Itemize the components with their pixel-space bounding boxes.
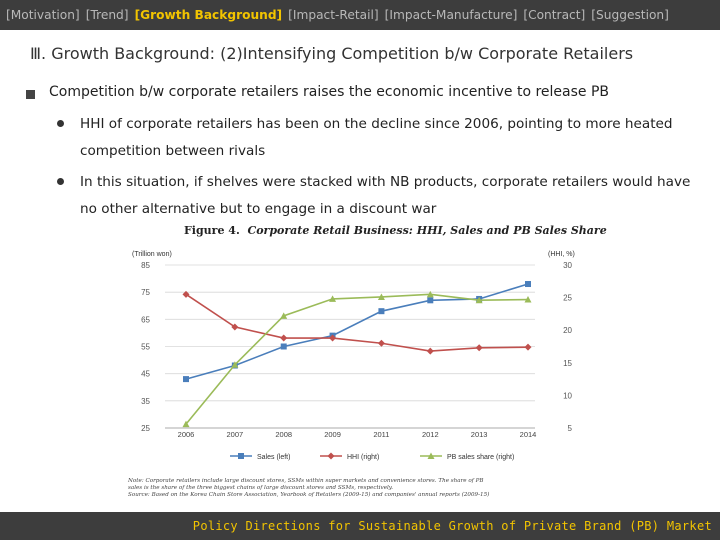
data-point: [426, 290, 434, 298]
x-tick-label: 2006: [178, 430, 195, 439]
y-right-tick-label: 15: [563, 359, 572, 368]
main-point: Competition b/w corporate retailers rais…: [49, 84, 610, 100]
legend-marker: [427, 452, 435, 459]
slide-title: Ⅲ. Growth Background: (2)Intensifying Co…: [30, 44, 634, 63]
footer-text: Policy Directions for Sustainable Growth…: [192, 519, 712, 533]
x-tick-label: 2008: [275, 430, 292, 439]
y-right-tick-label: 30: [563, 261, 572, 270]
figure-notes: Note: Corporate retailers include large …: [128, 478, 489, 499]
series-line-1: [185, 293, 529, 352]
y-left-tick-label: 35: [141, 397, 150, 406]
sub-point-1-line-1: HHI of corporate retailers has been on t…: [80, 116, 673, 132]
data-point: [377, 339, 385, 347]
y-right-tick-label: 20: [563, 326, 572, 335]
data-point: [475, 296, 483, 304]
note-line-1: Note: Corporate retailers include large …: [128, 478, 484, 484]
data-point: [524, 296, 532, 303]
tab-trend[interactable]: [Trend]: [85, 8, 129, 22]
y-left-tick-label: 45: [141, 370, 150, 379]
figure-caption: Figure 4. Corporate Retail Business: HHI…: [184, 224, 607, 237]
y-left-tick-label: 55: [141, 343, 150, 352]
data-point: [280, 312, 288, 319]
x-tick-label: 2012: [422, 430, 439, 439]
sub-point-2-line-1: In this situation, if shelves were stack…: [80, 174, 691, 190]
source-line: Source: Based on the Korea Chain Store A…: [128, 492, 490, 498]
y-right-tick-label: 25: [563, 294, 572, 303]
figure-label: Figure 4.: [184, 224, 240, 237]
tab-growth-background[interactable]: [Growth Background]: [134, 8, 283, 22]
legend-label: HHI (right): [347, 454, 379, 461]
x-tick-label: 2007: [227, 430, 244, 439]
legend-marker: [327, 452, 335, 460]
series-line-2: [185, 293, 529, 425]
dot-bullet-icon: [57, 178, 64, 185]
legend-label: Sales (left): [257, 454, 290, 461]
legend-marker: [238, 453, 244, 459]
y-left-tick-label: 25: [141, 424, 150, 433]
data-point: [378, 308, 385, 315]
square-bullet-icon: [26, 90, 35, 99]
note-line-2: sales is the share of the three biggest …: [128, 485, 393, 491]
y-left-tick-label: 65: [141, 315, 150, 324]
data-point: [427, 297, 434, 304]
data-point: [377, 293, 385, 300]
sub-point-2-line-2: no other alternative but to engage in a …: [80, 201, 437, 217]
y-right-tick-label: 10: [563, 391, 572, 400]
data-point: [329, 295, 337, 302]
data-point: [182, 290, 190, 298]
footer-bar: Policy Directions for Sustainable Growth…: [0, 512, 720, 540]
data-point: [525, 281, 531, 288]
dot-bullet-icon: [57, 120, 64, 127]
x-tick-label: 2014: [520, 430, 537, 439]
data-point: [426, 347, 434, 355]
data-point: [280, 334, 288, 342]
y-left-tick-label: 85: [141, 261, 150, 270]
y-right-tick-label: 5: [568, 424, 573, 433]
data-point: [329, 334, 337, 342]
tab-contract[interactable]: [Contract]: [523, 8, 586, 22]
data-point: [182, 420, 190, 428]
data-point: [280, 343, 287, 350]
x-tick-label: 2013: [471, 430, 488, 439]
figure-caption-text: Corporate Retail Business: HHI, Sales an…: [247, 224, 607, 237]
tab-impact-retail[interactable]: [Impact-Retail]: [288, 8, 379, 22]
tab-suggestion[interactable]: [Suggestion]: [591, 8, 669, 22]
section-nav: [Motivation] [Trend] [Growth Background]…: [0, 0, 720, 30]
tab-impact-manufacture[interactable]: [Impact-Manufacture]: [384, 8, 518, 22]
x-tick-label: 2011: [373, 430, 389, 439]
data-point: [231, 361, 239, 368]
legend-label: PB sales share (right): [447, 454, 514, 461]
sub-point-1-line-2: competition between rivals: [80, 143, 266, 159]
y-right-axis-label: (HHI, %): [548, 251, 575, 258]
tab-motivation[interactable]: [Motivation]: [6, 8, 80, 22]
line-chart: (Trillion won) (HHI, %) 85 75 65 55 45 35 25 30 25…: [132, 251, 575, 461]
y-left-tick-label: 75: [141, 288, 150, 297]
y-left-axis-label: (Trillion won): [132, 251, 172, 258]
x-tick-label: 2009: [324, 430, 341, 439]
data-point: [183, 376, 189, 383]
data-point: [475, 344, 483, 352]
data-point: [524, 343, 532, 351]
data-point: [231, 323, 239, 331]
